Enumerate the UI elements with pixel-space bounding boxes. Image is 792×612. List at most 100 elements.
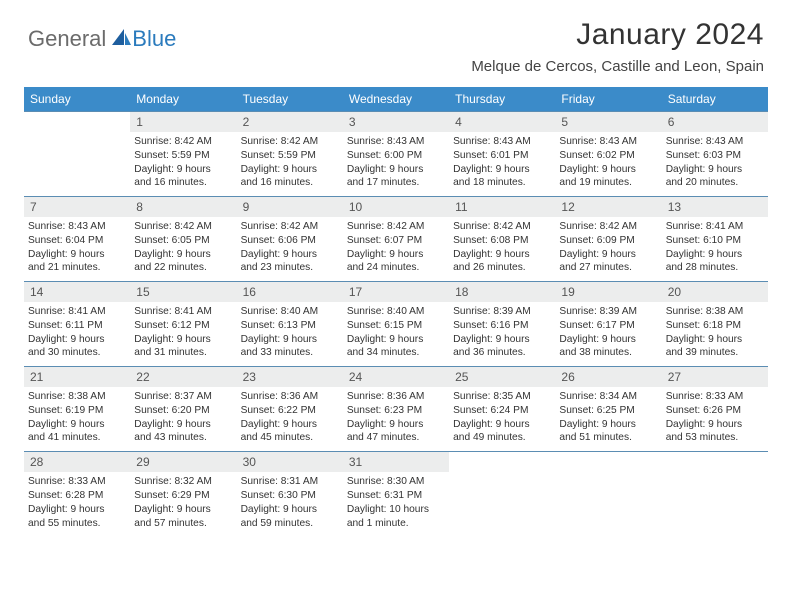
daylight-line-1: Daylight: 9 hours <box>134 163 232 177</box>
day-content-row: Sunrise: 8:43 AMSunset: 6:04 PMDaylight:… <box>24 217 768 282</box>
brand-part1: General <box>28 26 106 52</box>
daylight-line-2: and 47 minutes. <box>347 431 445 445</box>
day-number-cell: 14 <box>24 282 130 303</box>
day-number-row: 123456 <box>24 112 768 133</box>
sunset-line: Sunset: 6:15 PM <box>347 319 445 333</box>
day-number-cell: 16 <box>237 282 343 303</box>
sunrise-line: Sunrise: 8:30 AM <box>347 475 445 489</box>
day-number-cell: 7 <box>24 197 130 218</box>
daylight-line-2: and 36 minutes. <box>453 346 551 360</box>
brand-sail-icon <box>110 27 132 52</box>
day-content-cell: Sunrise: 8:31 AMSunset: 6:30 PMDaylight:… <box>237 472 343 536</box>
day-number-cell: 8 <box>130 197 236 218</box>
daylight-line-2: and 17 minutes. <box>347 176 445 190</box>
weekday-header-row: SundayMondayTuesdayWednesdayThursdayFrid… <box>24 87 768 112</box>
day-number-row: 28293031 <box>24 452 768 473</box>
day-number-cell: 10 <box>343 197 449 218</box>
sunrise-line: Sunrise: 8:42 AM <box>559 220 657 234</box>
daylight-line-2: and 51 minutes. <box>559 431 657 445</box>
weekday-header: Monday <box>130 87 236 112</box>
day-number-cell: 29 <box>130 452 236 473</box>
sunset-line: Sunset: 6:22 PM <box>241 404 339 418</box>
day-content-cell: Sunrise: 8:41 AMSunset: 6:12 PMDaylight:… <box>130 302 236 367</box>
daylight-line-1: Daylight: 9 hours <box>28 248 126 262</box>
day-content-cell: Sunrise: 8:41 AMSunset: 6:10 PMDaylight:… <box>662 217 768 282</box>
day-number-cell: 1 <box>130 112 236 133</box>
sunset-line: Sunset: 6:12 PM <box>134 319 232 333</box>
sunrise-line: Sunrise: 8:33 AM <box>28 475 126 489</box>
sunset-line: Sunset: 6:11 PM <box>28 319 126 333</box>
day-content-cell <box>449 472 555 536</box>
daylight-line-2: and 33 minutes. <box>241 346 339 360</box>
daylight-line-2: and 16 minutes. <box>241 176 339 190</box>
daylight-line-2: and 45 minutes. <box>241 431 339 445</box>
day-content-cell <box>662 472 768 536</box>
month-title: January 2024 <box>471 18 764 52</box>
sunset-line: Sunset: 5:59 PM <box>241 149 339 163</box>
weekday-header: Saturday <box>662 87 768 112</box>
daylight-line-2: and 28 minutes. <box>666 261 764 275</box>
daylight-line-2: and 20 minutes. <box>666 176 764 190</box>
weekday-header: Thursday <box>449 87 555 112</box>
brand-part2: Blue <box>132 26 176 52</box>
location-subtitle: Melque de Cercos, Castille and Leon, Spa… <box>471 58 764 75</box>
sunrise-line: Sunrise: 8:43 AM <box>559 135 657 149</box>
daylight-line-1: Daylight: 9 hours <box>666 248 764 262</box>
day-content-cell: Sunrise: 8:42 AMSunset: 6:06 PMDaylight:… <box>237 217 343 282</box>
sunrise-line: Sunrise: 8:43 AM <box>28 220 126 234</box>
sunrise-line: Sunrise: 8:41 AM <box>134 305 232 319</box>
day-content-cell: Sunrise: 8:43 AMSunset: 6:02 PMDaylight:… <box>555 132 661 197</box>
weekday-header: Sunday <box>24 87 130 112</box>
daylight-line-1: Daylight: 9 hours <box>241 418 339 432</box>
day-content-cell: Sunrise: 8:42 AMSunset: 5:59 PMDaylight:… <box>130 132 236 197</box>
sunset-line: Sunset: 6:05 PM <box>134 234 232 248</box>
day-number-cell: 11 <box>449 197 555 218</box>
day-number-cell: 25 <box>449 367 555 388</box>
day-number-cell: 28 <box>24 452 130 473</box>
daylight-line-2: and 23 minutes. <box>241 261 339 275</box>
daylight-line-1: Daylight: 9 hours <box>453 248 551 262</box>
sunset-line: Sunset: 6:04 PM <box>28 234 126 248</box>
day-number-cell: 22 <box>130 367 236 388</box>
sunrise-line: Sunrise: 8:32 AM <box>134 475 232 489</box>
sunrise-line: Sunrise: 8:42 AM <box>241 220 339 234</box>
sunset-line: Sunset: 6:23 PM <box>347 404 445 418</box>
daylight-line-2: and 49 minutes. <box>453 431 551 445</box>
daylight-line-1: Daylight: 9 hours <box>666 333 764 347</box>
daylight-line-1: Daylight: 9 hours <box>134 418 232 432</box>
day-number-cell: 2 <box>237 112 343 133</box>
daylight-line-1: Daylight: 9 hours <box>28 418 126 432</box>
daylight-line-1: Daylight: 9 hours <box>347 418 445 432</box>
sunset-line: Sunset: 6:28 PM <box>28 489 126 503</box>
day-content-cell: Sunrise: 8:42 AMSunset: 6:07 PMDaylight:… <box>343 217 449 282</box>
sunset-line: Sunset: 6:03 PM <box>666 149 764 163</box>
sunset-line: Sunset: 6:20 PM <box>134 404 232 418</box>
day-content-cell <box>555 472 661 536</box>
day-content-cell: Sunrise: 8:42 AMSunset: 6:09 PMDaylight:… <box>555 217 661 282</box>
sunrise-line: Sunrise: 8:42 AM <box>241 135 339 149</box>
weekday-header: Friday <box>555 87 661 112</box>
daylight-line-1: Daylight: 9 hours <box>559 418 657 432</box>
day-content-cell: Sunrise: 8:43 AMSunset: 6:01 PMDaylight:… <box>449 132 555 197</box>
sunset-line: Sunset: 6:00 PM <box>347 149 445 163</box>
day-number-cell <box>662 452 768 473</box>
title-block: January 2024 Melque de Cercos, Castille … <box>471 18 764 75</box>
sunrise-line: Sunrise: 8:40 AM <box>347 305 445 319</box>
daylight-line-1: Daylight: 9 hours <box>347 163 445 177</box>
day-number-cell: 31 <box>343 452 449 473</box>
sunrise-line: Sunrise: 8:36 AM <box>347 390 445 404</box>
day-number-row: 78910111213 <box>24 197 768 218</box>
day-number-cell: 17 <box>343 282 449 303</box>
day-number-cell: 5 <box>555 112 661 133</box>
day-content-cell: Sunrise: 8:40 AMSunset: 6:13 PMDaylight:… <box>237 302 343 367</box>
day-content-row: Sunrise: 8:33 AMSunset: 6:28 PMDaylight:… <box>24 472 768 536</box>
daylight-line-2: and 57 minutes. <box>134 517 232 531</box>
sunset-line: Sunset: 6:08 PM <box>453 234 551 248</box>
day-content-cell: Sunrise: 8:30 AMSunset: 6:31 PMDaylight:… <box>343 472 449 536</box>
sunrise-line: Sunrise: 8:39 AM <box>559 305 657 319</box>
day-content-cell: Sunrise: 8:39 AMSunset: 6:16 PMDaylight:… <box>449 302 555 367</box>
daylight-line-1: Daylight: 9 hours <box>559 163 657 177</box>
day-content-cell: Sunrise: 8:42 AMSunset: 6:08 PMDaylight:… <box>449 217 555 282</box>
day-content-cell: Sunrise: 8:43 AMSunset: 6:03 PMDaylight:… <box>662 132 768 197</box>
sunset-line: Sunset: 6:17 PM <box>559 319 657 333</box>
